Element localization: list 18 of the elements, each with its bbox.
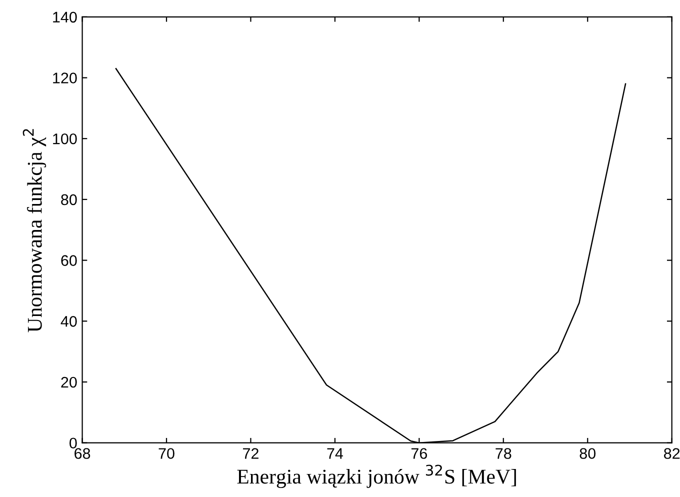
x-tick-label: 78 xyxy=(496,448,512,459)
x-tick-label: 76 xyxy=(411,448,427,459)
x-tick-label: 70 xyxy=(158,448,174,459)
y-tick-label: 0 xyxy=(70,438,77,449)
x-axis-title: Energia wiązki jonów $^{32}$S [MeV] xyxy=(237,464,516,488)
x-tick-label: 72 xyxy=(243,448,258,459)
y-tick-label: 40 xyxy=(60,316,77,327)
y-tick-label: 80 xyxy=(61,194,77,206)
y-tick-label: 100 xyxy=(53,133,77,144)
y-tick-label: 140 xyxy=(53,12,77,23)
y-tick-label: 20 xyxy=(61,376,77,388)
x-tick-label: 74 xyxy=(327,448,343,459)
y-tick-label: 120 xyxy=(53,72,77,84)
x-tick-label: 80 xyxy=(580,448,596,459)
y-tick-label: 60 xyxy=(61,255,77,266)
y-axis-title: Unormowana funkcja χ$^{2}$ xyxy=(22,129,46,332)
x-tick-label: 68 xyxy=(74,448,90,459)
x-tick-label: 82 xyxy=(664,448,680,459)
